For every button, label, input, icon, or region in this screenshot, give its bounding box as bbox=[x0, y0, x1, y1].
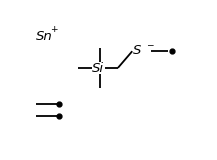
Text: −: − bbox=[146, 40, 153, 49]
Text: Sn: Sn bbox=[36, 30, 52, 43]
Text: +: + bbox=[50, 25, 57, 34]
Text: Si: Si bbox=[92, 62, 104, 75]
Text: S: S bbox=[133, 44, 141, 57]
